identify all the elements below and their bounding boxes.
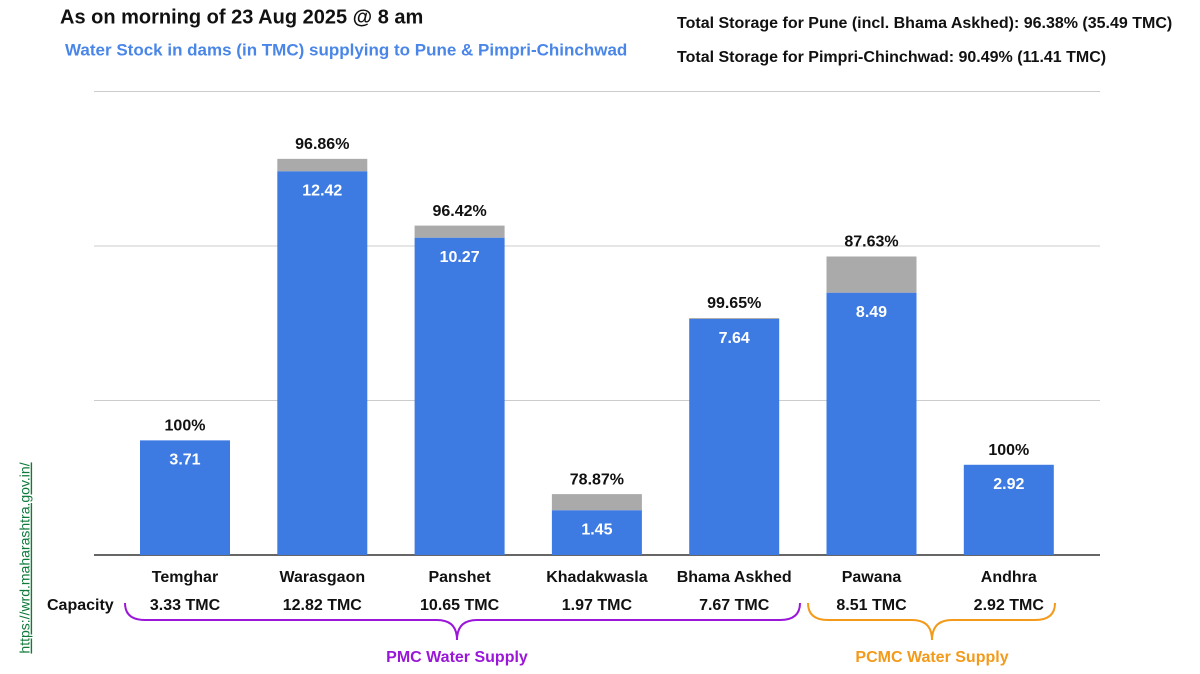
capacity-label: 3.33 TMC — [150, 597, 221, 614]
value-label: 3.71 — [169, 452, 200, 469]
bar-segment — [963, 464, 1054, 555]
x-tick-label: Warasgaon — [279, 569, 365, 586]
value-label: 2.92 — [993, 476, 1024, 493]
percent-label: 100% — [165, 418, 206, 435]
capacity-label: 1.97 TMC — [562, 597, 633, 614]
capacity-title: Capacity — [47, 597, 114, 614]
value-label: 1.45 — [581, 521, 612, 538]
source-link[interactable]: https://wrd.maharashtra.gov.in/ — [17, 462, 33, 653]
value-label: 12.42 — [302, 182, 342, 199]
x-tick-label: Khadakwasla — [546, 569, 647, 586]
bar-segment — [414, 225, 505, 238]
bar-segment — [277, 158, 368, 172]
note: Total Storage for Pimpri-Chinchwad: 90.4… — [677, 49, 1106, 66]
bar-segment — [826, 292, 917, 555]
bar-segment — [689, 317, 780, 319]
percent-label: 100% — [988, 442, 1029, 459]
value-label: 10.27 — [440, 249, 480, 266]
percent-label: 96.86% — [295, 136, 349, 153]
percent-label: 96.42% — [432, 203, 486, 220]
x-tick-label: Temghar — [152, 569, 218, 586]
bar-segment — [140, 440, 230, 555]
bar-segment — [826, 256, 917, 293]
percent-label: 78.87% — [570, 471, 624, 488]
brace — [124, 602, 801, 641]
note: Total Storage for Pune (incl. Bhama Askh… — [677, 15, 1172, 32]
percent-label: 87.63% — [844, 234, 898, 251]
x-tick-label: Pawana — [842, 569, 902, 586]
x-tick-label: Panshet — [428, 569, 491, 586]
group-label: PMC Water Supply — [386, 649, 528, 666]
capacity-label: 8.51 TMC — [836, 597, 907, 614]
x-tick-label: Andhra — [981, 569, 1037, 586]
bar-segment — [551, 494, 642, 511]
bar-segment — [414, 237, 505, 556]
chart-subtitle: Water Stock in dams (in TMC) supplying t… — [65, 40, 627, 59]
chart-title: As on morning of 23 Aug 2025 @ 8 am — [60, 6, 423, 28]
bar-segment — [277, 171, 368, 556]
value-label: 8.49 — [856, 304, 887, 321]
capacity-label: 12.82 TMC — [283, 597, 363, 614]
value-label: 7.64 — [719, 330, 750, 347]
group-label: PCMC Water Supply — [855, 649, 1008, 666]
bar-segment — [689, 318, 780, 555]
capacity-label: 7.67 TMC — [699, 597, 770, 614]
x-tick-label: Bhama Askhed — [677, 569, 792, 586]
capacity-label: 10.65 TMC — [420, 597, 500, 614]
brace — [807, 602, 1056, 641]
capacity-label: 2.92 TMC — [974, 597, 1045, 614]
percent-label: 99.65% — [707, 295, 761, 312]
bar-segment — [551, 510, 642, 555]
